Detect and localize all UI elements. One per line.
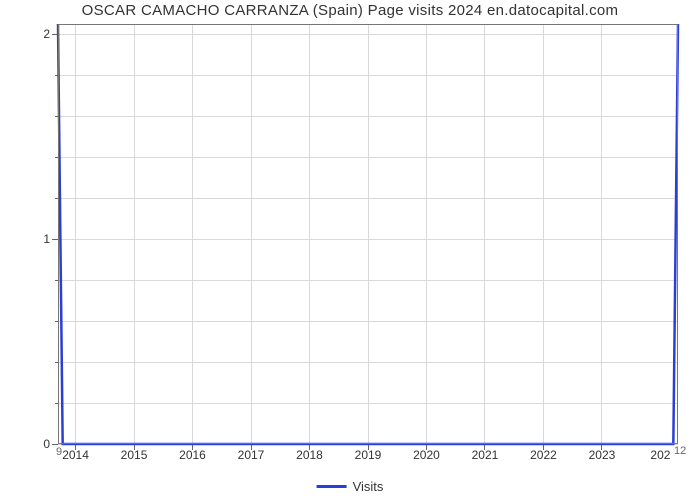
x-tick-label: 2020 — [413, 448, 440, 462]
x-tick-label: 2021 — [472, 448, 499, 462]
figure: OSCAR CAMACHO CARRANZA (Spain) Page visi… — [0, 0, 700, 500]
x-tick-label: 2015 — [121, 448, 148, 462]
y-tick-label: 1 — [43, 232, 50, 246]
x-tick-label: 2016 — [179, 448, 206, 462]
x-tick-label: 2014 — [62, 448, 89, 462]
x-tick-label: 2017 — [238, 448, 265, 462]
legend-swatch — [317, 485, 347, 488]
x-tick-label: 2018 — [296, 448, 323, 462]
x-extent-right-label: 12 — [674, 445, 686, 457]
series-line — [58, 24, 678, 444]
x-tick-label: 2023 — [589, 448, 616, 462]
x-tick-label: 2022 — [530, 448, 557, 462]
legend-label: Visits — [353, 479, 384, 494]
y-tick-label: 0 — [43, 437, 50, 451]
x-tick-label: 2019 — [355, 448, 382, 462]
plot-area: 2014201520162017201820192020202120222023… — [58, 24, 678, 444]
series-line-svg — [58, 24, 678, 444]
page-title: OSCAR CAMACHO CARRANZA (Spain) Page visi… — [0, 2, 700, 19]
y-tick-label: 2 — [43, 27, 50, 41]
legend: Visits — [317, 479, 384, 494]
x-extent-left-label: 9 — [56, 446, 62, 458]
x-tick-label-truncated: 202 — [650, 448, 670, 462]
